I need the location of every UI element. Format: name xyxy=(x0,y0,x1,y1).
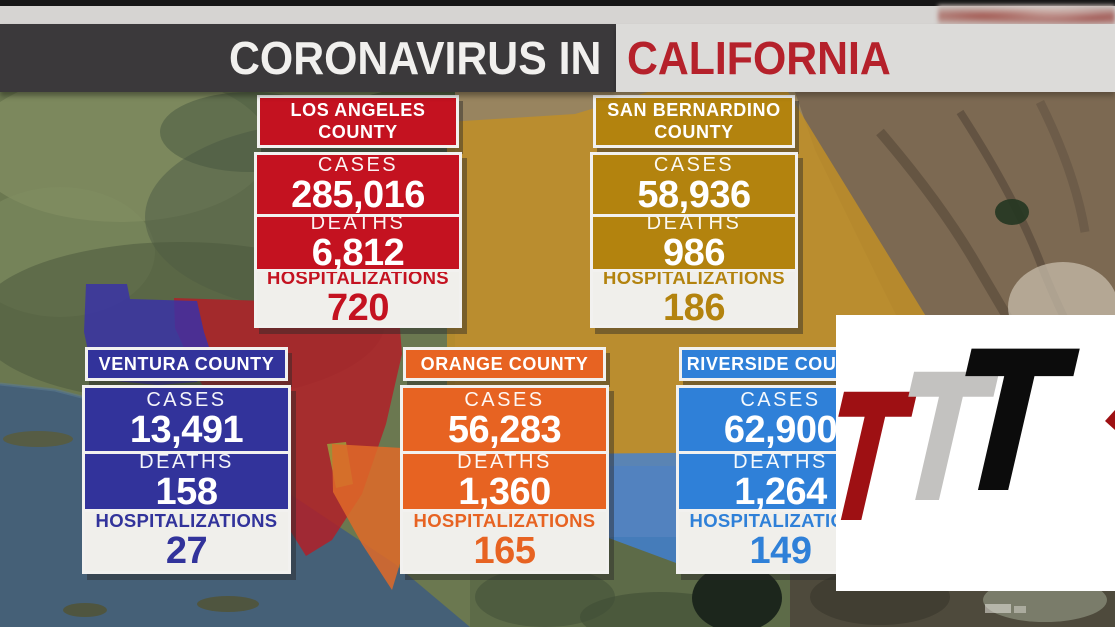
hospitalizations-label: HOSPITALIZATIONS xyxy=(413,510,596,532)
deaths-label: DEATHS xyxy=(733,451,828,473)
map-region-orange xyxy=(332,444,412,590)
top-right-video-fragment xyxy=(938,5,1115,25)
hospitalizations-value: 720 xyxy=(327,286,389,325)
county-card-ventura: VENTURA COUNTY CASES 13,491 DEATHS 158 H… xyxy=(82,347,291,574)
deaths-section: DEATHS 986 xyxy=(593,214,795,269)
deaths-label: DEATHS xyxy=(457,451,552,473)
logo-edge-fragment xyxy=(1105,410,1115,430)
deaths-label: DEATHS xyxy=(310,214,406,235)
title-banner: CORONAVIRUS IN CALIFORNIA xyxy=(0,24,1115,92)
top-letterbox-strip xyxy=(0,0,1115,6)
hospitalizations-label: HOSPITALIZATIONS xyxy=(689,510,872,532)
county-card-title: SAN BERNARDINO COUNTY xyxy=(593,95,795,148)
hospitalizations-value: 186 xyxy=(663,286,725,325)
hospitalizations-value: 149 xyxy=(749,529,812,571)
deaths-value: 986 xyxy=(663,232,725,269)
cases-section: CASES 56,283 xyxy=(403,388,606,451)
deaths-section: DEATHS 6,812 xyxy=(257,214,459,269)
cases-value: 13,491 xyxy=(129,408,244,451)
deaths-value: 6,812 xyxy=(311,232,405,269)
hospitalizations-value: 27 xyxy=(165,529,208,571)
county-card-san-bernardino: SAN BERNARDINO COUNTY CASES 58,936 DEATH… xyxy=(590,95,798,328)
hospitalizations-section: HOSPITALIZATIONS 27 xyxy=(85,509,288,571)
deaths-value: 1,360 xyxy=(458,470,551,509)
deaths-section: DEATHS 158 xyxy=(85,451,288,509)
deaths-section: DEATHS 1,360 xyxy=(403,451,606,509)
banner-title: CORONAVIRUS IN xyxy=(228,32,601,84)
county-card-orange: ORANGE COUNTY CASES 56,283 DEATHS 1,360 … xyxy=(400,347,609,574)
deaths-label: DEATHS xyxy=(139,451,234,473)
hospitalizations-label: HOSPITALIZATIONS xyxy=(267,269,449,289)
county-card-title: ORANGE COUNTY xyxy=(403,347,606,381)
hospitalizations-label: HOSPITALIZATIONS xyxy=(603,269,785,289)
cases-label: CASES xyxy=(740,388,821,411)
cases-label: CASES xyxy=(146,388,227,411)
title-banner-left: CORONAVIRUS IN xyxy=(0,24,616,92)
top-gray-strip xyxy=(0,6,1115,24)
deaths-value: 158 xyxy=(155,470,218,509)
deaths-value: 1,264 xyxy=(734,470,827,509)
hospitalizations-section: HOSPITALIZATIONS 720 xyxy=(257,269,459,325)
cases-section: CASES 62,900 xyxy=(679,388,882,451)
title-banner-right: CALIFORNIA xyxy=(616,24,1115,92)
deaths-label: DEATHS xyxy=(646,214,742,235)
cases-section: CASES 285,016 xyxy=(257,155,459,214)
county-card-los-angeles: LOS ANGELES COUNTY CASES 285,016 DEATHS … xyxy=(254,95,462,328)
cases-section: CASES 58,936 xyxy=(593,155,795,214)
hospitalizations-section: HOSPITALIZATIONS 165 xyxy=(403,509,606,571)
deaths-section: DEATHS 1,264 xyxy=(679,451,882,509)
cases-label: CASES xyxy=(317,155,399,176)
county-card-title: VENTURA COUNTY xyxy=(85,347,288,381)
cases-label: CASES xyxy=(464,388,545,411)
cases-value: 58,936 xyxy=(637,173,751,214)
cases-section: CASES 13,491 xyxy=(85,388,288,451)
cases-label: CASES xyxy=(653,155,735,176)
hospitalizations-label: HOSPITALIZATIONS xyxy=(95,510,278,532)
hospitalizations-section: HOSPITALIZATIONS 186 xyxy=(593,269,795,325)
hospitalizations-value: 165 xyxy=(473,529,536,571)
cases-value: 62,900 xyxy=(723,408,838,451)
county-card-title: LOS ANGELES COUNTY xyxy=(257,95,459,148)
ttt-logo: T T T xyxy=(836,315,1115,591)
cases-value: 285,016 xyxy=(291,173,425,214)
cases-value: 56,283 xyxy=(447,408,562,451)
banner-highlight: CALIFORNIA xyxy=(627,32,891,84)
